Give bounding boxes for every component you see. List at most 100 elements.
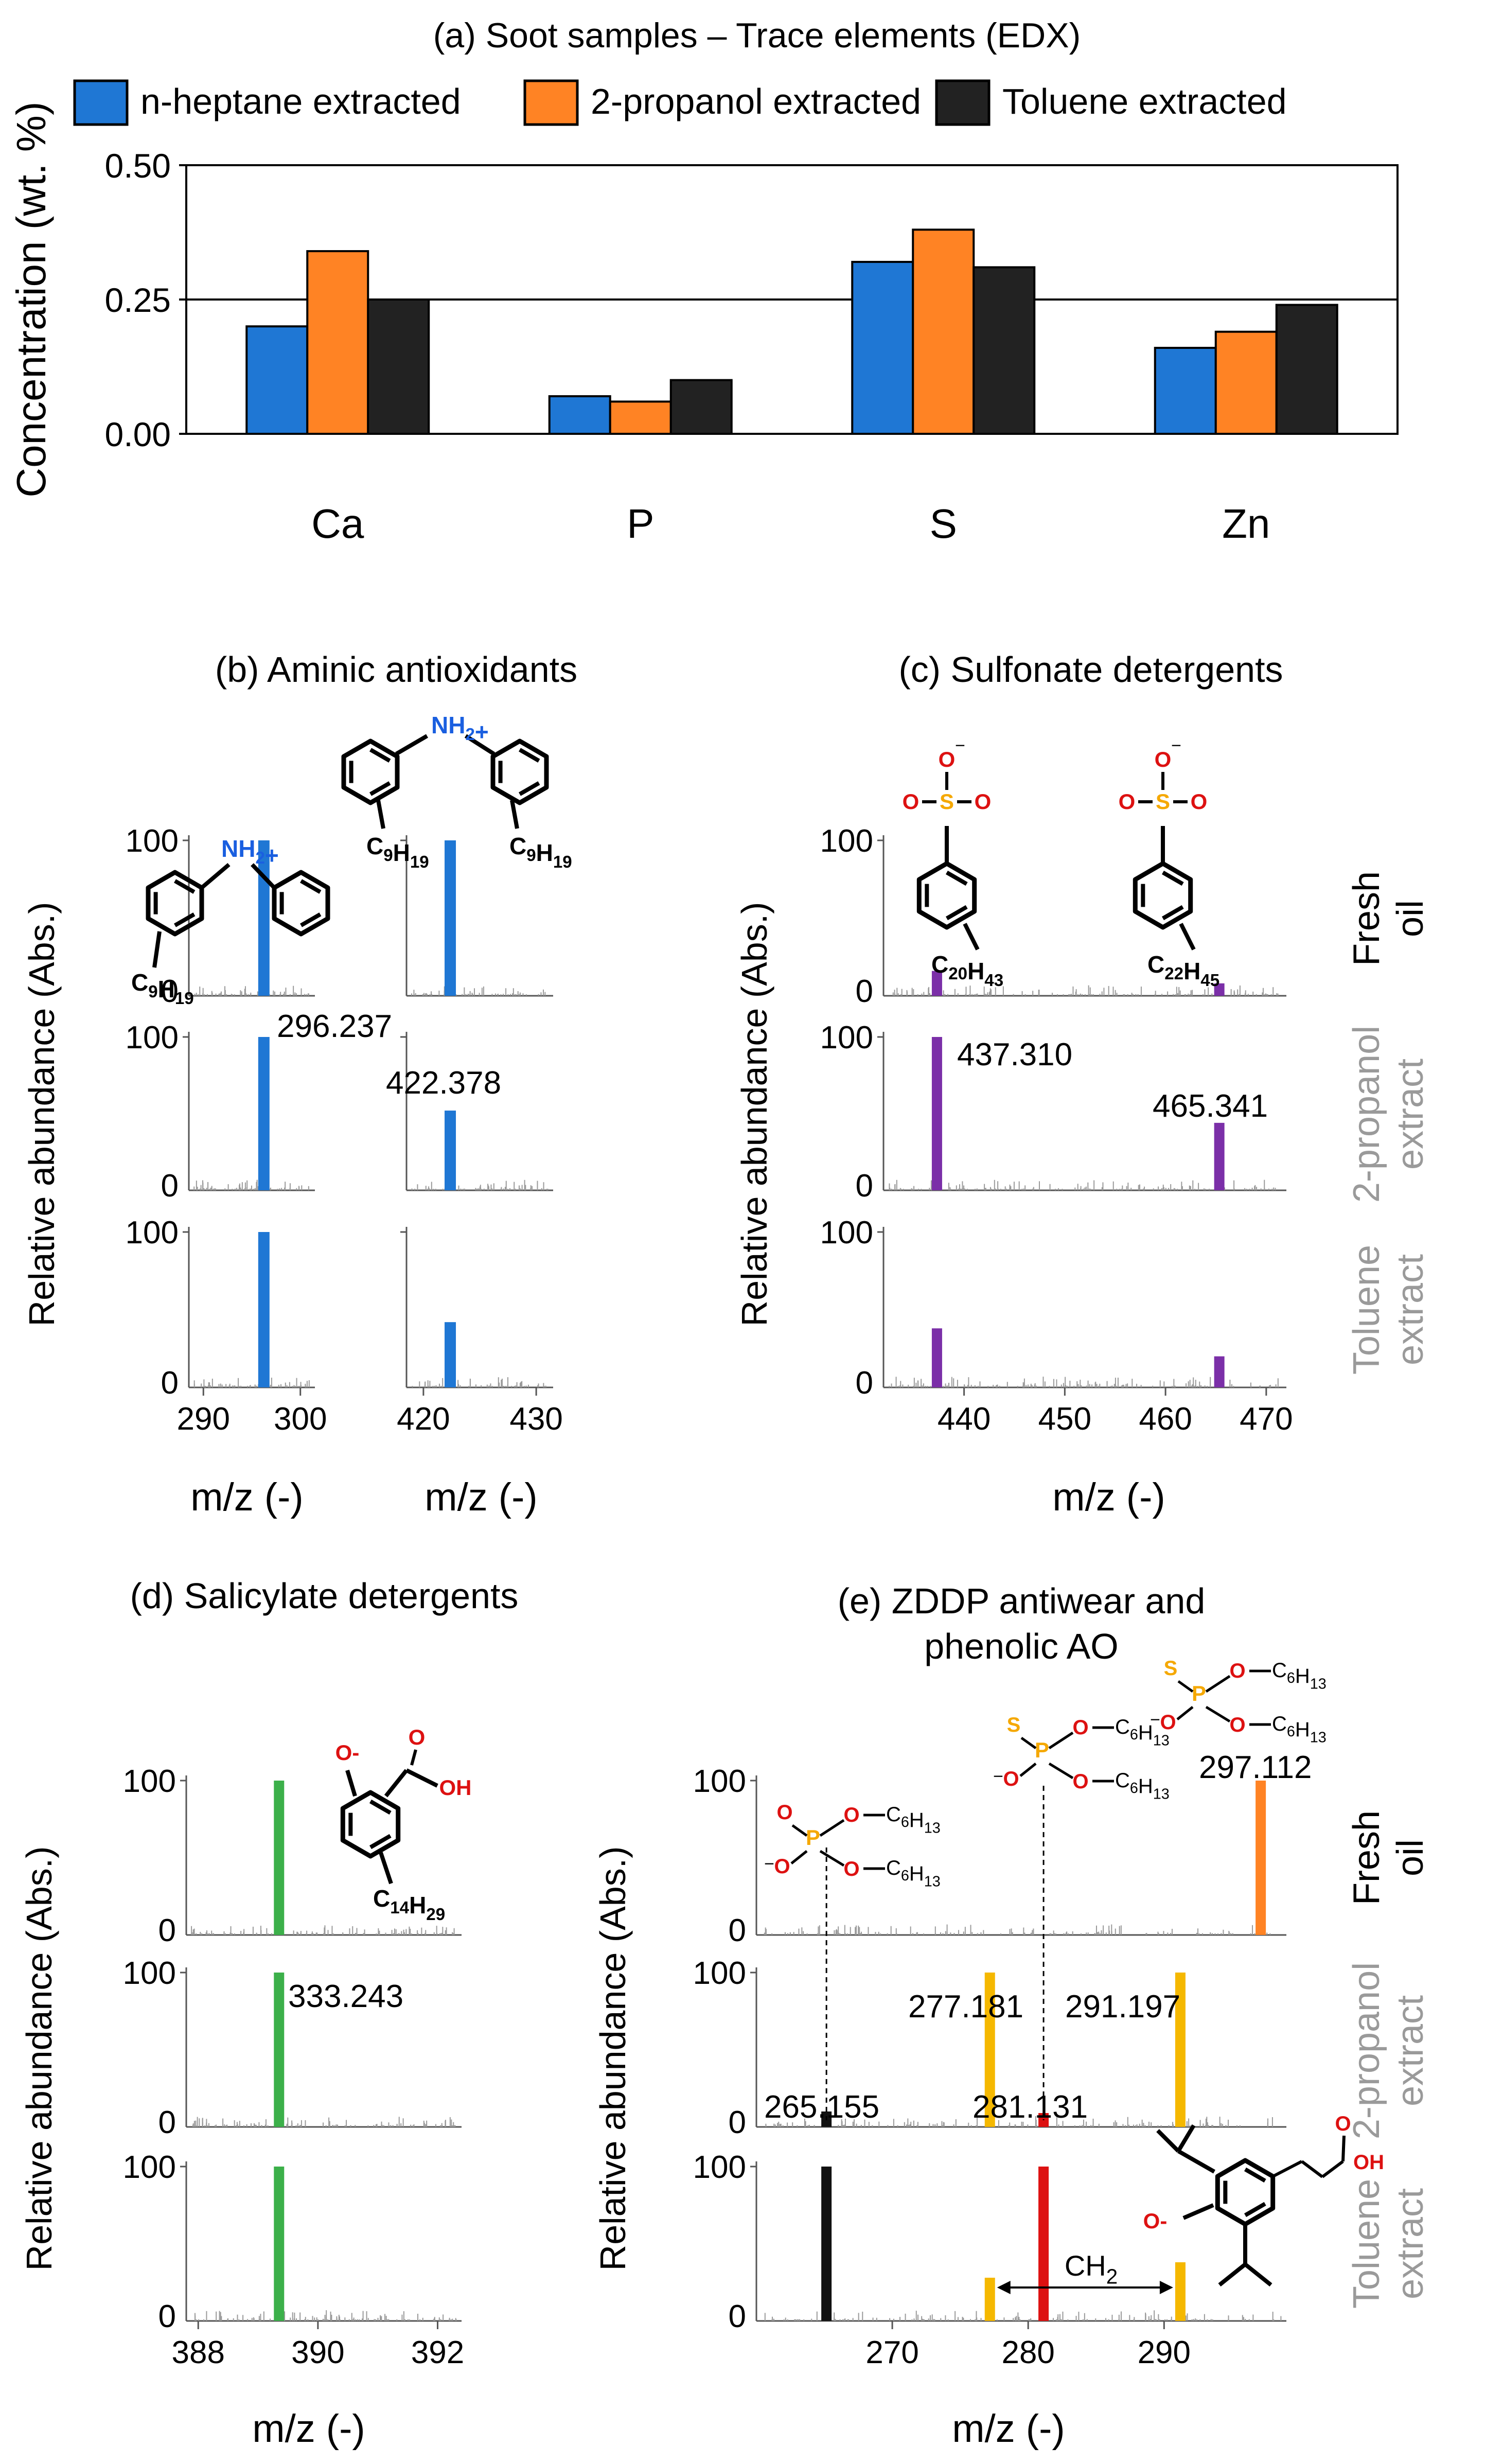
formula-part: H [909, 1862, 924, 1885]
panel-b-left-peak-296.237-propanol [258, 1037, 270, 1190]
panel-b-left-tick-label-0: 0 [161, 1168, 179, 1204]
structure-c2-sulfur: S [1156, 789, 1170, 814]
ch2-arrow-head-left [997, 2281, 1011, 2294]
structure-e-dithiophosphate-charge: − [1150, 1710, 1160, 1730]
structure-e-thiophosphate-top-atom: S [1007, 1714, 1021, 1736]
panel-c-tick-label-0: 0 [856, 1365, 873, 1401]
structure-e-dithiophosphate-bond [1205, 1675, 1231, 1693]
panel-c-tick-label-100: 100 [820, 1020, 873, 1055]
structure-d-ring-double-bond [369, 1834, 392, 1850]
structure-b1-ring-left-double-bond [174, 879, 196, 894]
panel-c-peak-465.341-fresh [1214, 983, 1225, 996]
x-axis-label-e: m/z (-) [952, 2407, 1065, 2451]
structure-e-dithiophosphate-c6h13-1: C6H13 [1272, 1659, 1327, 1692]
structure-e-phosphate-o-minus: O [774, 1855, 790, 1878]
structure-c1-chain [963, 923, 980, 951]
panel-c-tick-label-0: 0 [856, 1168, 873, 1204]
formula-part: H [909, 1809, 924, 1832]
formula-part: 19 [175, 989, 194, 1008]
y-axis-label-b: Relative abundance (Abs.) [22, 902, 62, 1327]
structure-e-dithiophosphate-p: P [1192, 1681, 1206, 1705]
bar-P-1 [609, 400, 672, 435]
row-label-toluene-top-line1: Toluene [1346, 1245, 1387, 1375]
structure-b1-ring-left-double-bond [174, 912, 196, 927]
x-axis-label-d: m/z (-) [252, 2407, 365, 2451]
panel-c-x-tick-label: 470 [1240, 1401, 1293, 1437]
structure-e-tbu-top [1176, 2124, 1196, 2153]
structure-b2-ring-right [490, 738, 549, 805]
panel-d-x-tick-label: 390 [291, 2335, 344, 2370]
structure-e-thiophosphate-c6h13-2: C6H13 [1115, 1769, 1170, 1802]
formula-part: 9 [383, 846, 393, 865]
panel-b-left-tick-label-0: 0 [161, 974, 179, 1009]
row-label-propanol-bottom-line1: 2-propanol [1346, 1962, 1387, 2139]
row-label-toluene-bottom-line2: extract [1390, 2188, 1431, 2299]
panel-e-peak-281.131-toluene [1038, 2167, 1049, 2321]
structure-e-phosphate-top-atom: O [776, 1801, 792, 1824]
structure-e-thiophosphate-bond [1019, 1763, 1037, 1777]
formula-part: 45 [1200, 971, 1219, 990]
panel-d-tick-label-100: 100 [123, 1956, 176, 1991]
structure-e-phosphate-o-ester-2: O [843, 1858, 859, 1880]
legend-swatch-2 [935, 79, 991, 126]
formula-part: C [1115, 1716, 1130, 1738]
panel-b-left-tick-label-100: 100 [126, 1020, 179, 1055]
structure-e-phenolate: O- [1143, 2209, 1168, 2233]
panel-c-tick-label-0: 0 [856, 974, 873, 1009]
structure-c2-ring-double-bond [1161, 870, 1184, 886]
structure-c1-sulfur: S [940, 789, 954, 814]
formula-part: H [393, 839, 410, 866]
peak-label-465: 465.341 [1153, 1088, 1268, 1124]
structure-c1-ring [916, 861, 977, 930]
structure-d-bond [410, 1749, 417, 1766]
formula-part: H [1183, 958, 1200, 984]
structure-e-dithiophosphate-o-minus: O [1160, 1711, 1176, 1734]
structure-c1-ring-double-bond [945, 905, 968, 921]
structure-e-phenol-ring-double-bond [1244, 2202, 1266, 2217]
panel-c-peak-437.310-propanol [931, 1037, 942, 1190]
formula-part: C [373, 1885, 390, 1912]
bar-S-2 [972, 266, 1036, 435]
panel-e-x-tick-label: 290 [1138, 2335, 1191, 2370]
formula-part: 13 [924, 1873, 941, 1890]
formula-part: 6 [1287, 1723, 1295, 1740]
formula-part: NH [221, 835, 255, 862]
panel-e-peak-277.181-toluene [984, 2278, 995, 2321]
structure-e-thiophosphate-o-ester-2: O [1072, 1770, 1088, 1793]
x-category-Ca: Ca [311, 501, 364, 547]
structure-e-phenol-bond [1182, 2203, 1214, 2220]
structure-e-chain [1301, 2160, 1323, 2178]
formula-part: H [1295, 1665, 1310, 1687]
panel-c-tick-label-100: 100 [820, 823, 873, 859]
formula-part: 6 [1130, 1727, 1138, 1743]
structure-b1-ring-right-double-bond [300, 879, 322, 894]
structure-b2-sub-right: C9H19 [509, 833, 572, 872]
structure-e-phenol-ring-double-bond [1244, 2167, 1266, 2183]
formula-part: 14 [390, 1898, 409, 1917]
structure-b2-nh2: NH2+ [431, 712, 489, 745]
panel-e-x-tick-label: 280 [1001, 2335, 1054, 2370]
structure-b2-ring-right-double-bond [519, 748, 540, 763]
structure-e-phosphate-c6h13-1: C6H13 [886, 1803, 941, 1836]
chart-a-title: (a) Soot samples – Trace elements (EDX) [433, 16, 1081, 55]
formula-part: 2 [1106, 2265, 1118, 2289]
x-category-Zn: Zn [1222, 501, 1270, 547]
structure-b2-bond [464, 734, 496, 756]
bar-Ca-2 [367, 298, 430, 435]
structure-c2-o-top: O [1155, 747, 1172, 771]
formula-part: C [131, 969, 148, 996]
structure-e-chain [1273, 2160, 1303, 2177]
x-category-S: S [930, 501, 957, 547]
y-axis-label-d: Relative abundance (Abs.) [19, 1846, 59, 2271]
formula-part: + [265, 842, 279, 869]
panel-d-tick-label-0: 0 [158, 2105, 176, 2140]
peak-label-291: 291.197 [1065, 1989, 1180, 2025]
structure-c2-sub: C22H45 [1147, 951, 1219, 990]
formula-part: 2 [465, 725, 474, 744]
bar-Zn-1 [1214, 330, 1278, 435]
panel-d-tick-label-0: 0 [158, 1913, 176, 1948]
structure-c1-ring-double-bond [945, 870, 968, 886]
panel-e-peak-297.112-fresh [1256, 1781, 1266, 1935]
bar-Ca-1 [306, 250, 369, 435]
